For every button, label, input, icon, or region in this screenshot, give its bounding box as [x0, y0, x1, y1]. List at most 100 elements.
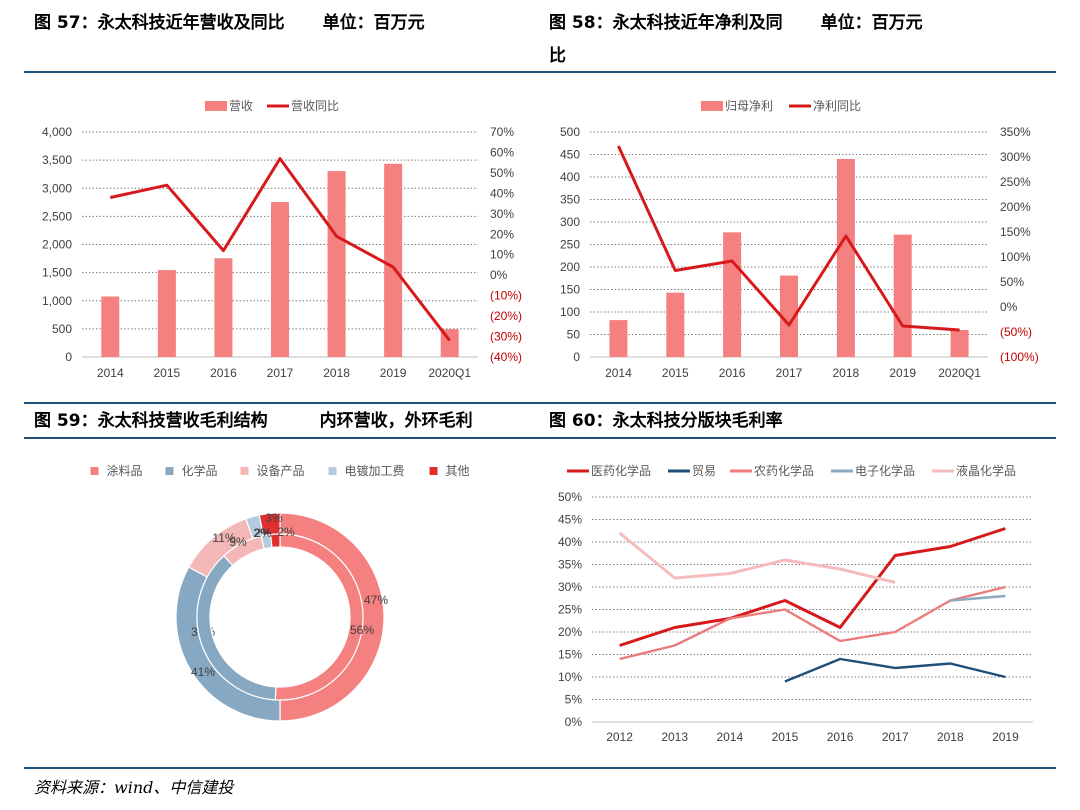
fig60-xtick-2015: 2015	[772, 730, 799, 744]
fig58-yright-tick: 250%	[1000, 175, 1031, 189]
fig58-yright-tick: (50%)	[1000, 325, 1032, 339]
fig57-yright-tick: 0%	[490, 268, 508, 282]
fig60-line-医药化学品	[619, 527, 1006, 647]
fig60-ytick: 25%	[558, 603, 582, 617]
fig59-legend-label-0: 涂料品	[107, 463, 143, 478]
fig58-legend-swatch-0	[701, 101, 723, 111]
fig57-xtick-2017: 2017	[267, 366, 294, 380]
source-note: 资料来源：wind、中信建投	[34, 778, 234, 797]
fig60-xtick-2019: 2019	[992, 730, 1019, 744]
fig58-yleft-tick: 250	[560, 238, 580, 252]
fig59-legend-label-2: 设备产品	[257, 464, 305, 478]
fig58-yleft-tick: 350	[560, 193, 580, 207]
fig59-legend-label-3: 电镀加工费	[345, 464, 405, 478]
footer-rule	[24, 767, 1056, 769]
fig57-chart: 0 500 1,000 1,500 2,000 2,500 3,000 3,500 4,000 (…	[42, 99, 522, 380]
fig57-title: 图 57：永太科技近年营收及同比 单位：百万元	[34, 10, 425, 36]
fig57-bar-2018	[327, 171, 346, 357]
fig57-yright-tick: 40%	[490, 186, 514, 200]
fig59-legend-label-1: 化学品	[182, 463, 218, 478]
fig58-yleft-tick: 400	[560, 170, 580, 184]
fig57-xtick-2018: 2018	[323, 366, 350, 380]
fig57-yright-tick: 50%	[490, 166, 514, 180]
fig60-legend-label-3: 电子化学品	[855, 463, 915, 478]
fig58-yright-tick: 100%	[1000, 250, 1031, 264]
fig59-label-inner-1: 41%	[191, 665, 215, 679]
fig58-bar-2016	[723, 232, 742, 357]
fig59-title-note: 内环营收，外环毛利	[319, 411, 473, 431]
fig60-title: 图 60：永太科技分版块毛利率	[549, 411, 783, 431]
fig59-legend-swatch-3	[328, 467, 337, 475]
fig57-yleft-tick: 3,500	[42, 153, 72, 167]
fig57-yright-tick: (30%)	[490, 330, 522, 344]
fig60-ytick: 10%	[558, 670, 582, 684]
fig57-title-unit: 单位：百万元	[322, 13, 425, 33]
fig58-bar-2017	[780, 275, 798, 357]
fig60-xtick-2014: 2014	[716, 730, 743, 744]
fig58-yright-tick: 200%	[1000, 200, 1031, 214]
fig57-legend-label-1: 营收同比	[291, 99, 339, 113]
fig58-xtick-2017: 2017	[776, 366, 803, 380]
fig60-legend-label-4: 液晶化学品	[956, 463, 1016, 478]
fig59-label-inner-4: 2%	[277, 525, 295, 539]
fig58-bar-2014	[609, 320, 628, 357]
fig60-ytick: 0%	[565, 715, 583, 729]
fig58-xtick-2015: 2015	[662, 366, 689, 380]
fig57-yleft-tick: 1,000	[42, 294, 72, 308]
fig58-yleft-tick: 450	[560, 148, 580, 162]
fig58-title-unit: 单位：百万元	[820, 13, 923, 33]
fig60-xtick-2016: 2016	[827, 730, 854, 744]
fig58-yright-tick: 300%	[1000, 150, 1031, 164]
fig60-legend-label-1: 贸易	[692, 464, 716, 478]
fig57-yright-tick: 10%	[490, 248, 514, 262]
fig58-bar-2020Q1	[950, 330, 969, 357]
fig57-yleft-tick: 2,500	[42, 209, 72, 223]
fig57-bar-2015	[157, 270, 176, 357]
fig60-ytick: 50%	[558, 490, 582, 504]
middle-rule	[24, 402, 1056, 404]
fig58-yleft-tick: 100	[560, 305, 580, 319]
fig57-xtick-2019: 2019	[380, 366, 407, 380]
fig59-legend-swatch-2	[240, 467, 249, 475]
fig57-yleft-tick: 1,500	[42, 266, 72, 280]
fig60-ytick: 20%	[558, 625, 582, 639]
fig58-yright-tick: 150%	[1000, 225, 1031, 239]
fig57-yright-tick: (40%)	[490, 350, 522, 364]
fig58-yright-tick: (100%)	[1000, 350, 1039, 364]
fig58-yleft-tick: 300	[560, 215, 580, 229]
fig59-label-inner-0: 56%	[350, 623, 374, 637]
fig60-line-农药化学品	[619, 585, 1006, 661]
fig58-chart: 0 50 100 150 200 250 300 350 400 450 500 (100%) (50%…	[560, 99, 1039, 380]
fig60-line-贸易	[784, 657, 1006, 683]
fig58-yleft-tick: 0	[573, 350, 580, 364]
fig57-yright-tick: 30%	[490, 207, 514, 221]
fig58-legend-label-1: 净利同比	[813, 99, 861, 113]
fig58-yleft-tick: 150	[560, 283, 580, 297]
fig58-line-净利同比	[617, 145, 960, 332]
fig59-legend-swatch-1	[165, 467, 174, 475]
fig59-slice-inner-其他	[269, 533, 281, 549]
fig60-ytick: 40%	[558, 535, 582, 549]
fig57-xtick-2020Q1: 2020Q1	[428, 366, 471, 380]
fig60-line-液晶化学品	[618, 531, 896, 584]
fig58-yright-tick: 350%	[1000, 125, 1031, 139]
fig57-legend-swatch-0	[205, 101, 227, 111]
fig57-yleft-tick: 3,000	[42, 181, 72, 195]
fig60-ytick: 30%	[558, 580, 582, 594]
fig57-yright-tick: (10%)	[490, 289, 522, 303]
fig60-ytick: 5%	[565, 693, 583, 707]
fig59-title-name: 图 59：永太科技营收毛利结构	[34, 411, 268, 431]
fig60-ytick: 35%	[558, 558, 582, 572]
fig60-ytick: 15%	[558, 648, 582, 662]
fig59-legend-label-4: 其他	[446, 464, 470, 478]
fig57-bar-2016	[214, 258, 233, 357]
fig57-bar-2019	[384, 163, 403, 357]
fig60-xtick-2012: 2012	[606, 730, 633, 744]
fig60-legend-label-2: 农药化学品	[754, 463, 814, 478]
fig60-legend-label-0: 医药化学品	[591, 463, 651, 478]
fig58-xtick-2014: 2014	[605, 366, 632, 380]
fig59-legend-swatch-0	[90, 467, 99, 475]
header-rule	[24, 71, 1056, 73]
fig60-xtick-2017: 2017	[882, 730, 909, 744]
